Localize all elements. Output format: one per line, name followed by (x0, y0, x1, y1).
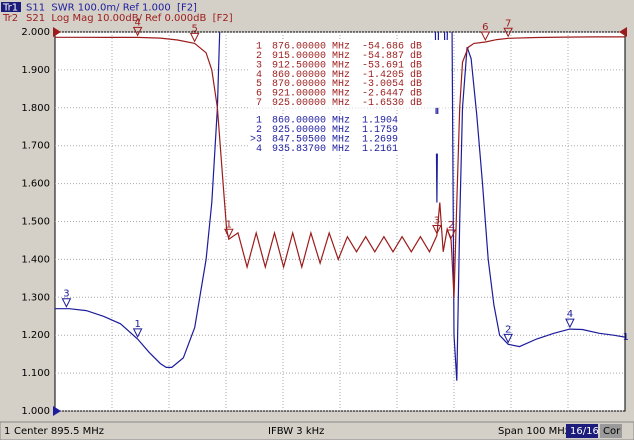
y-tick-label: 1.400 (21, 254, 50, 265)
marker-label: 4 (134, 17, 140, 28)
status-cor[interactable]: Cor (603, 426, 621, 437)
readout-number: 6 (256, 89, 262, 100)
marker-triangle (503, 27, 513, 38)
status-channel[interactable]: 1 (4, 426, 10, 437)
readout-number: 5 (256, 79, 262, 90)
readout-number: 2 (256, 125, 262, 136)
readout-frequency: 847.50500 MHz (272, 134, 350, 145)
marker-label: 4 (567, 309, 573, 320)
readout-frequency: 925.00000 MHz (272, 125, 350, 136)
readout-value: -53.691 dB (362, 59, 422, 71)
marker-label: 7 (505, 18, 511, 29)
readout-frequency: 912.50000 MHz (272, 60, 350, 71)
marker-label: 3 (63, 289, 69, 300)
trace-line (55, 36, 625, 298)
marker-triangle (480, 31, 491, 42)
y-tick-label: 1.700 (21, 141, 50, 152)
marker-triangle (224, 228, 234, 239)
readout-value: -1.4205 dB (362, 69, 422, 81)
marker-triangle (503, 333, 513, 344)
readout-number: 4 (256, 70, 262, 81)
trace-line (55, 32, 625, 381)
cor-box (600, 424, 622, 438)
count-box (566, 424, 598, 438)
readout-frequency: 925.00000 MHz (272, 98, 350, 109)
readout-value: 1.2699 (362, 134, 398, 145)
readout-background (250, 40, 450, 108)
marker-triangle (446, 229, 456, 240)
readout-number: 4 (256, 144, 262, 155)
trace-2-settings: S21 Log Mag 10.00dB/ Ref 0.000dB [F2] (26, 13, 233, 24)
status-center[interactable]: Center 895.5 MHz (14, 426, 104, 437)
marker-triangle (432, 224, 442, 235)
marker-triangle (61, 298, 72, 308)
readout-value: 1.1759 (362, 125, 398, 136)
readout-number: 2 (256, 51, 262, 62)
readout-value: 1.1904 (362, 116, 398, 127)
status-bar (0, 421, 634, 440)
readout-frequency: 870.00000 MHz (272, 79, 350, 90)
marker-label: 2 (448, 220, 454, 231)
y-tick-label: 2.000 (21, 27, 50, 38)
trace-1-settings: S11 SWR 100.0m/ Ref 1.000 [F2] (26, 3, 197, 14)
marker-triangle (132, 26, 143, 37)
readout-value: -54.686 dB (362, 41, 422, 53)
marker-label: 1 (226, 219, 232, 230)
readout-number: 3 (256, 60, 262, 71)
marker-label: 3 (434, 215, 440, 226)
trace-end-label: 1 (623, 332, 629, 343)
status-ifbw[interactable]: IFBW 3 kHz (268, 426, 324, 437)
ref-arrow (619, 27, 627, 37)
trace-tab[interactable] (1, 2, 21, 12)
marker-label: 6 (482, 22, 488, 33)
readout-value: -54.887 dB (362, 50, 422, 62)
readout-number: 7 (256, 98, 262, 109)
readout-value: 1.2161 (362, 144, 398, 155)
y-tick-label: 1.000 (21, 406, 50, 417)
marker-label: 2 (505, 324, 511, 335)
readout-value: -3.0054 dB (362, 78, 422, 90)
readout-number: 1 (256, 116, 262, 127)
trace-1-tab[interactable]: Tr1 (2, 3, 18, 14)
y-tick-label: 1.500 (21, 217, 50, 228)
overlay: 1.000 1.100 1.200 1.300 1.400 1.500 1.600 1.700… (21, 17, 629, 417)
y-tick-label: 1.200 (21, 330, 50, 341)
readout-number: >3 (250, 134, 262, 145)
marker-triangle (132, 328, 143, 338)
marker-label: 5 (191, 23, 197, 34)
readout-value: -1.6530 dB (362, 97, 422, 109)
ref-arrow (53, 406, 61, 416)
status-count[interactable]: 16/16 (570, 426, 599, 437)
readout-background (250, 114, 450, 154)
status-span[interactable]: Span 100 MHz (498, 426, 570, 437)
readout-frequency: 921.00000 MHz (272, 89, 350, 100)
trace-2-tab[interactable]: Tr2 (2, 13, 18, 24)
y-tick-label: 1.300 (21, 292, 50, 303)
y-tick-label: 1.600 (21, 179, 50, 190)
marker-label: 1 (134, 319, 140, 330)
readout-frequency: 876.00000 MHz (272, 42, 350, 53)
marker-triangle (189, 32, 200, 43)
readout-value: -2.6447 dB (362, 88, 422, 100)
readout-frequency: 860.00000 MHz (272, 70, 350, 81)
y-tick-label: 1.100 (21, 368, 50, 379)
marker-triangle (565, 318, 575, 329)
readout-frequency: 860.00000 MHz (272, 116, 350, 127)
y-tick-label: 1.900 (21, 65, 50, 76)
traces (55, 32, 625, 381)
readout-number: 1 (256, 42, 262, 53)
readout-frequency: 915.00000 MHz (272, 51, 350, 62)
readout-frequency: 935.83700 MHz (272, 144, 350, 155)
ref-arrow (53, 27, 61, 37)
y-tick-label: 1.800 (21, 103, 50, 114)
